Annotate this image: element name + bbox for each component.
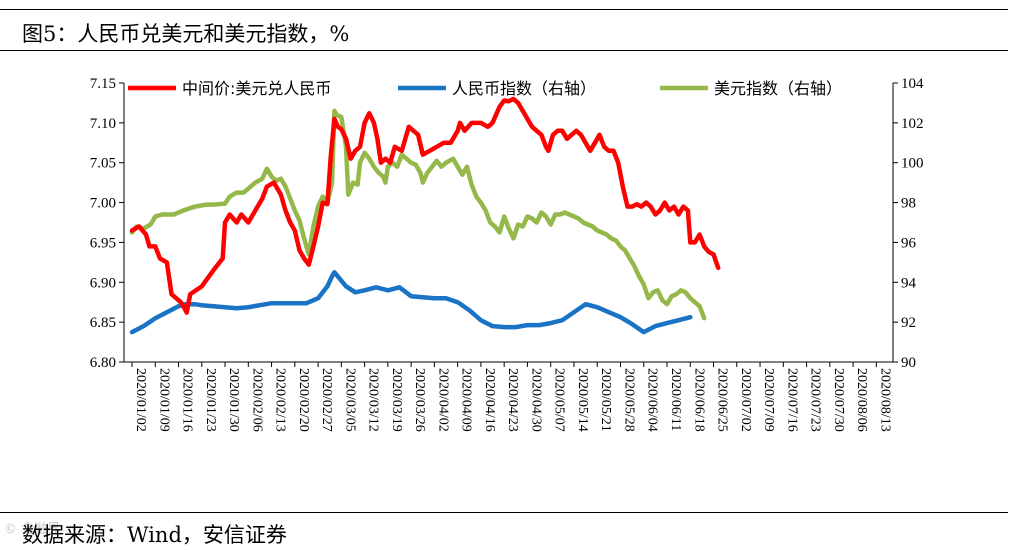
x-tick-label: 2020/04/23: [505, 368, 520, 432]
chart-legend: 中间价:美元兑人民币 人民币指数（右轴） 美元指数（右轴）: [128, 79, 842, 98]
x-tick-label: 2020/04/02: [435, 368, 450, 432]
y-right-tick-label: 94: [901, 275, 917, 291]
x-tick-label: 2020/04/16: [482, 368, 497, 432]
x-tick-label: 2020/08/06: [854, 368, 869, 432]
legend-usdcny: 中间价:美元兑人民币: [128, 79, 331, 98]
x-tick-label: 2020/01/16: [180, 368, 195, 432]
y-right-tick-label: 104: [901, 76, 924, 92]
x-tick-label: 2020/06/04: [645, 368, 660, 432]
x-tick-label: 2020/01/02: [133, 368, 148, 432]
chart: 6.80 6.85 6.90 6.95 7.00 7.05 7.10 7.15 90 92 94 96…: [90, 76, 924, 432]
y-right-tick-label: 100: [901, 156, 924, 172]
x-tick-label: 2020/01/23: [203, 368, 218, 432]
x-tick-label: 2020/01/09: [156, 368, 171, 432]
legend-dollar-index-label: 美元指数（右轴）: [714, 79, 842, 98]
x-tick-label: 2020/05/28: [621, 368, 636, 432]
x-tick-label: 2020/07/30: [831, 368, 846, 432]
y-left-tick-label: 7.15: [90, 76, 116, 92]
chart-axes: 6.80 6.85 6.90 6.95 7.00 7.05 7.10 7.15 90 92 94 96…: [90, 76, 924, 432]
legend-cny-index-label: 人民币指数（右轴）: [452, 79, 596, 98]
data-source: 数据来源：Wind，安信证券: [22, 523, 287, 547]
legend-usdcny-label: 中间价:美元兑人民币: [182, 79, 331, 98]
top-rule: [0, 9, 1008, 10]
legend-dollar-index: 美元指数（右轴）: [660, 79, 842, 98]
y-right-tick-label: 96: [901, 235, 917, 251]
x-tick-label: 2020/03/19: [389, 368, 404, 432]
x-tick-label: 2020/03/12: [366, 368, 381, 432]
x-tick-label: 2020/01/30: [226, 368, 241, 432]
x-tick-label: 2020/05/21: [598, 368, 613, 432]
x-tick-label: 2020/03/26: [412, 368, 427, 432]
x-tick-label: 2020/07/16: [784, 368, 799, 432]
x-tick-label: 2020/02/20: [296, 368, 311, 432]
x-tick-label: 2020/02/06: [249, 368, 264, 432]
x-tick-label: 2020/05/07: [552, 368, 567, 432]
x-tick-label: 2020/05/14: [575, 368, 590, 432]
y-left-tick-label: 6.85: [90, 315, 116, 331]
y-left-tick-label: 6.90: [90, 275, 116, 291]
x-tick-label: 2020/06/11: [668, 368, 683, 431]
x-tick-label: 2020/03/05: [342, 368, 357, 432]
series-line-dollar-index: [129, 108, 707, 321]
x-tick-label: 2020/04/09: [459, 368, 474, 432]
x-tick-label: 2020/02/27: [319, 368, 334, 432]
legend-cny-index: 人民币指数（右轴）: [398, 79, 596, 98]
x-tick-label: 2020/02/13: [273, 368, 288, 432]
x-tick-label: 2020/08/13: [877, 368, 892, 432]
x-tick-label: 2020/07/02: [738, 368, 753, 432]
chart-series: [129, 96, 721, 335]
bottom-rule: [0, 512, 1008, 513]
y-left-tick-label: 6.95: [90, 235, 116, 251]
y-left-tick-label: 6.80: [90, 355, 116, 371]
y-left-tick-label: 7.05: [90, 156, 116, 172]
x-tick-label: 2020/06/18: [691, 368, 706, 432]
y-right-tick-label: 102: [901, 116, 924, 132]
series-line-usdcny: [129, 96, 721, 315]
x-tick-label: 2020/07/09: [761, 368, 776, 432]
y-left-tick-label: 7.00: [90, 196, 116, 212]
y-right-tick-label: 98: [901, 196, 916, 212]
x-tick-label: 2020/06/25: [715, 368, 730, 432]
y-right-tick-label: 92: [901, 315, 916, 331]
title-rule: [0, 50, 1008, 51]
y-left-tick-label: 7.10: [90, 116, 116, 132]
x-tick-label: 2020/07/23: [808, 368, 823, 432]
series-line-cny-index: [129, 270, 693, 335]
x-tick-label: 2020/04/30: [528, 368, 543, 432]
figure-title: 图5：人民币兑美元和美元指数，%: [22, 22, 350, 46]
watermark: © 金融界: [4, 522, 61, 537]
y-right-tick-label: 90: [901, 355, 916, 371]
